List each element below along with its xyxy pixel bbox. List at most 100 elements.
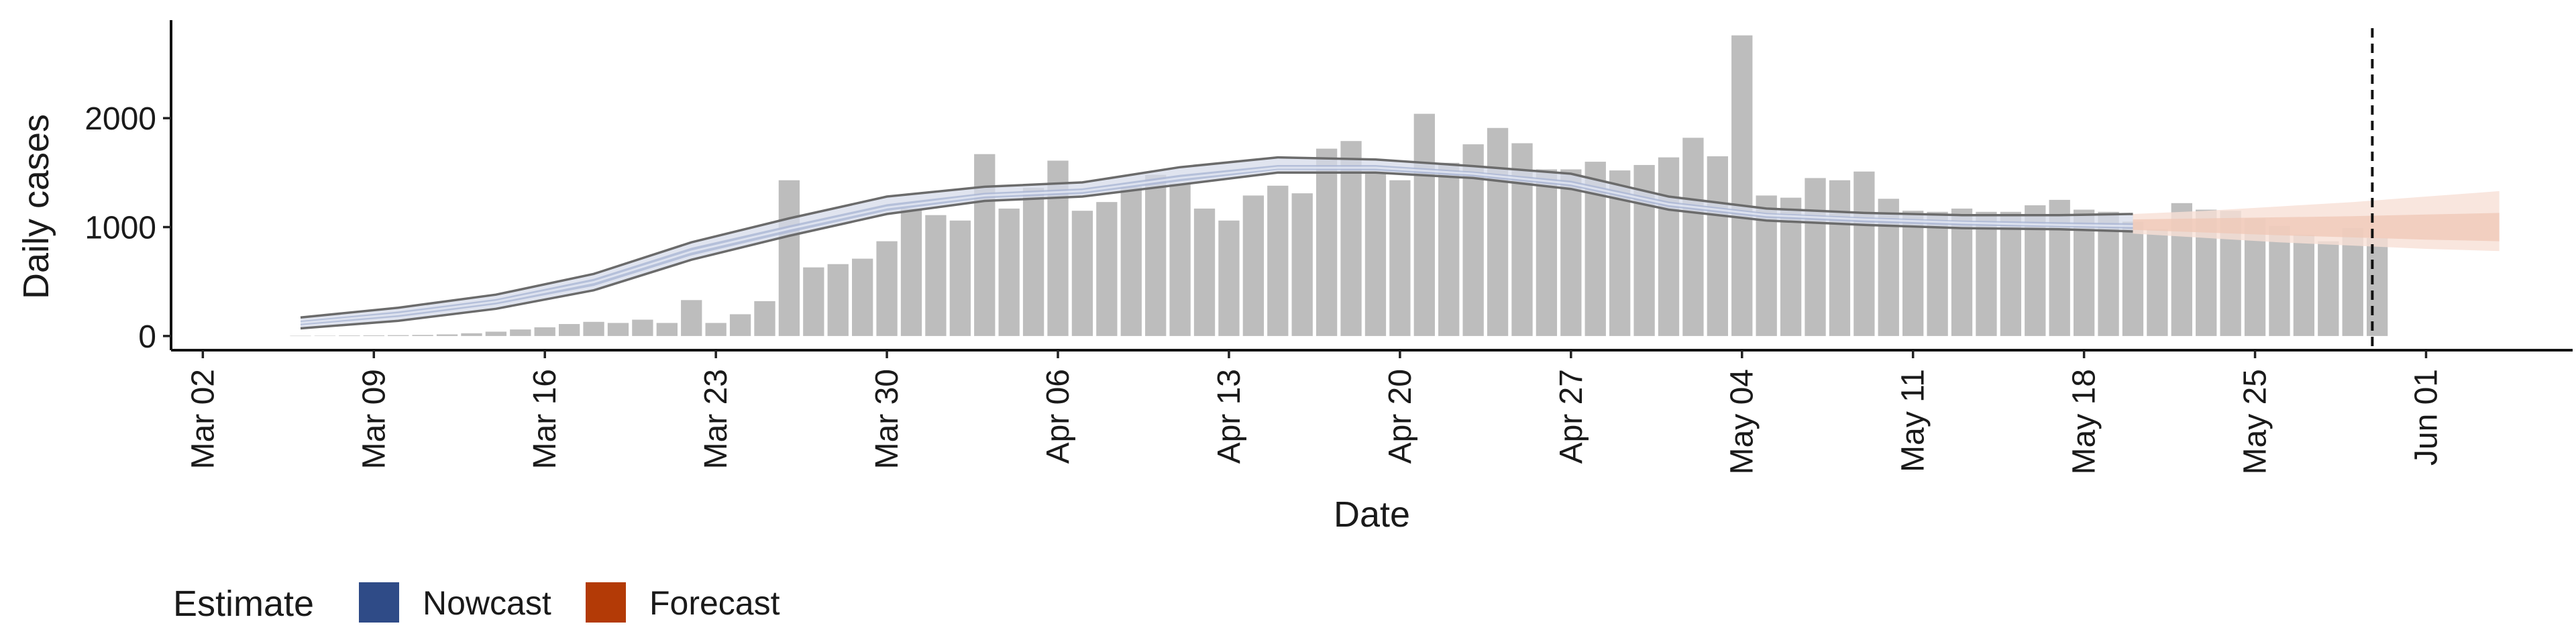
- bar-day-29: [900, 208, 922, 336]
- bar-day-79: [2122, 221, 2144, 336]
- bar-day-10: [436, 334, 458, 336]
- bar-day-88: [2342, 228, 2363, 336]
- legend-swatch-nowcast: [359, 582, 399, 623]
- bar-day-85: [2269, 225, 2290, 336]
- nowcast-lower-line: [300, 171, 2133, 330]
- bar-day-9: [412, 335, 433, 336]
- bar-day-49: [1389, 180, 1411, 336]
- bar-day-41: [1193, 208, 1216, 336]
- forecast-inner-band: [2133, 213, 2500, 241]
- x-tick-label-3: Mar 23: [698, 369, 734, 469]
- legend-label-nowcast: Nowcast: [423, 584, 551, 622]
- bar-day-36: [1071, 211, 1093, 336]
- x-tick-label-4: Mar 30: [869, 369, 905, 469]
- bar-day-13: [510, 329, 531, 336]
- nowcast-median-line: [300, 166, 2133, 324]
- x-tick-label-8: Apr 27: [1554, 369, 1589, 464]
- bar-day-11: [461, 333, 482, 336]
- bar-day-37: [1096, 202, 1118, 336]
- y-tick-label-2000: 2000: [85, 101, 156, 137]
- bar-day-16: [583, 321, 604, 336]
- bar-day-74: [2000, 211, 2022, 336]
- x-tick-label-5: Apr 06: [1040, 369, 1076, 464]
- y-axis-label: Daily cases: [16, 114, 56, 299]
- bar-day-61: [1682, 138, 1704, 336]
- bar-day-14: [534, 327, 555, 336]
- bar-day-39: [1145, 174, 1167, 336]
- bar-day-50: [1413, 113, 1435, 336]
- bar-day-18: [632, 319, 653, 336]
- plot-area: 0 1000 2000 Mar 02 Mar 09 Mar 16 Mar 23 Mar 30 A…: [85, 20, 2573, 474]
- x-tick-label-2: Mar 16: [527, 369, 563, 469]
- bar-day-21: [705, 323, 727, 336]
- bar-day-31: [949, 220, 971, 336]
- bar-day-66: [1805, 178, 1826, 336]
- bar-day-80: [2147, 229, 2168, 336]
- bar-day-19: [656, 323, 678, 336]
- bar-day-48: [1364, 173, 1387, 336]
- bar-day-6: [339, 335, 360, 336]
- y-tick-label-0: 0: [138, 319, 156, 355]
- bar-day-45: [1291, 193, 1313, 336]
- bar-day-40: [1169, 183, 1191, 336]
- bar-day-34: [1022, 188, 1044, 336]
- bar-day-17: [607, 323, 629, 336]
- legend: Estimate Nowcast Forecast: [173, 582, 780, 624]
- bar-day-44: [1267, 185, 1289, 336]
- bar-day-23: [754, 301, 775, 336]
- bar-day-67: [1829, 180, 1851, 336]
- bar-day-87: [2318, 241, 2339, 336]
- x-tick-label-10: May 11: [1896, 369, 1931, 472]
- bar-day-43: [1242, 195, 1265, 336]
- x-tick-label-13: Jun 01: [2409, 369, 2445, 466]
- x-tick-label-7: Apr 20: [1383, 369, 1418, 464]
- x-axis-label: Date: [1334, 494, 1410, 535]
- bar-day-30: [925, 215, 947, 336]
- bar-day-53: [1487, 127, 1509, 336]
- bar-day-33: [998, 208, 1020, 336]
- x-tick-label-12: May 25: [2238, 369, 2273, 474]
- x-tick-label-6: Apr 13: [1212, 369, 1247, 464]
- bar-day-89: [2366, 237, 2388, 336]
- bar-day-70: [1902, 211, 1924, 336]
- bar-day-28: [876, 241, 898, 336]
- bar-day-51: [1438, 162, 1460, 336]
- bar-day-68: [1854, 171, 1875, 336]
- bar-day-4: [290, 335, 311, 337]
- bar-day-7: [363, 335, 384, 336]
- bar-day-73: [1976, 211, 1997, 336]
- y-tick-label-1000: 1000: [85, 211, 156, 246]
- nowcast-outer-band: [301, 157, 2133, 329]
- bar-day-26: [827, 264, 849, 336]
- bar-day-72: [1951, 208, 1973, 336]
- bar-day-63: [1731, 35, 1753, 336]
- nowcast-upper-line: [300, 156, 2133, 319]
- bar-day-78: [2098, 211, 2119, 336]
- bar-day-12: [485, 331, 507, 336]
- legend-swatch-forecast: [586, 582, 626, 623]
- bar-day-71: [1927, 211, 1948, 336]
- x-tick-label-11: May 18: [2067, 369, 2102, 474]
- bar-day-42: [1218, 220, 1240, 336]
- bar-day-86: [2293, 234, 2315, 336]
- bar-day-20: [681, 300, 702, 336]
- bar-day-46: [1316, 148, 1338, 336]
- bar-day-5: [314, 335, 336, 336]
- legend-label-forecast: Forecast: [649, 584, 780, 622]
- bar-day-27: [852, 258, 873, 336]
- bar-day-62: [1707, 156, 1728, 336]
- bar-day-22: [729, 314, 751, 336]
- x-tick-label-1: Mar 09: [356, 369, 392, 469]
- x-tick-label-9: May 04: [1725, 369, 1760, 474]
- bar-day-38: [1120, 186, 1142, 336]
- bar-day-32: [974, 154, 996, 336]
- bar-day-56: [1560, 169, 1582, 336]
- legend-title: Estimate: [173, 584, 314, 624]
- bar-day-8: [388, 335, 409, 336]
- bar-day-25: [803, 267, 824, 336]
- x-tick-label-0: Mar 02: [185, 369, 221, 469]
- bar-day-24: [778, 180, 800, 336]
- bar-day-15: [558, 324, 580, 336]
- bar-day-55: [1536, 169, 1558, 336]
